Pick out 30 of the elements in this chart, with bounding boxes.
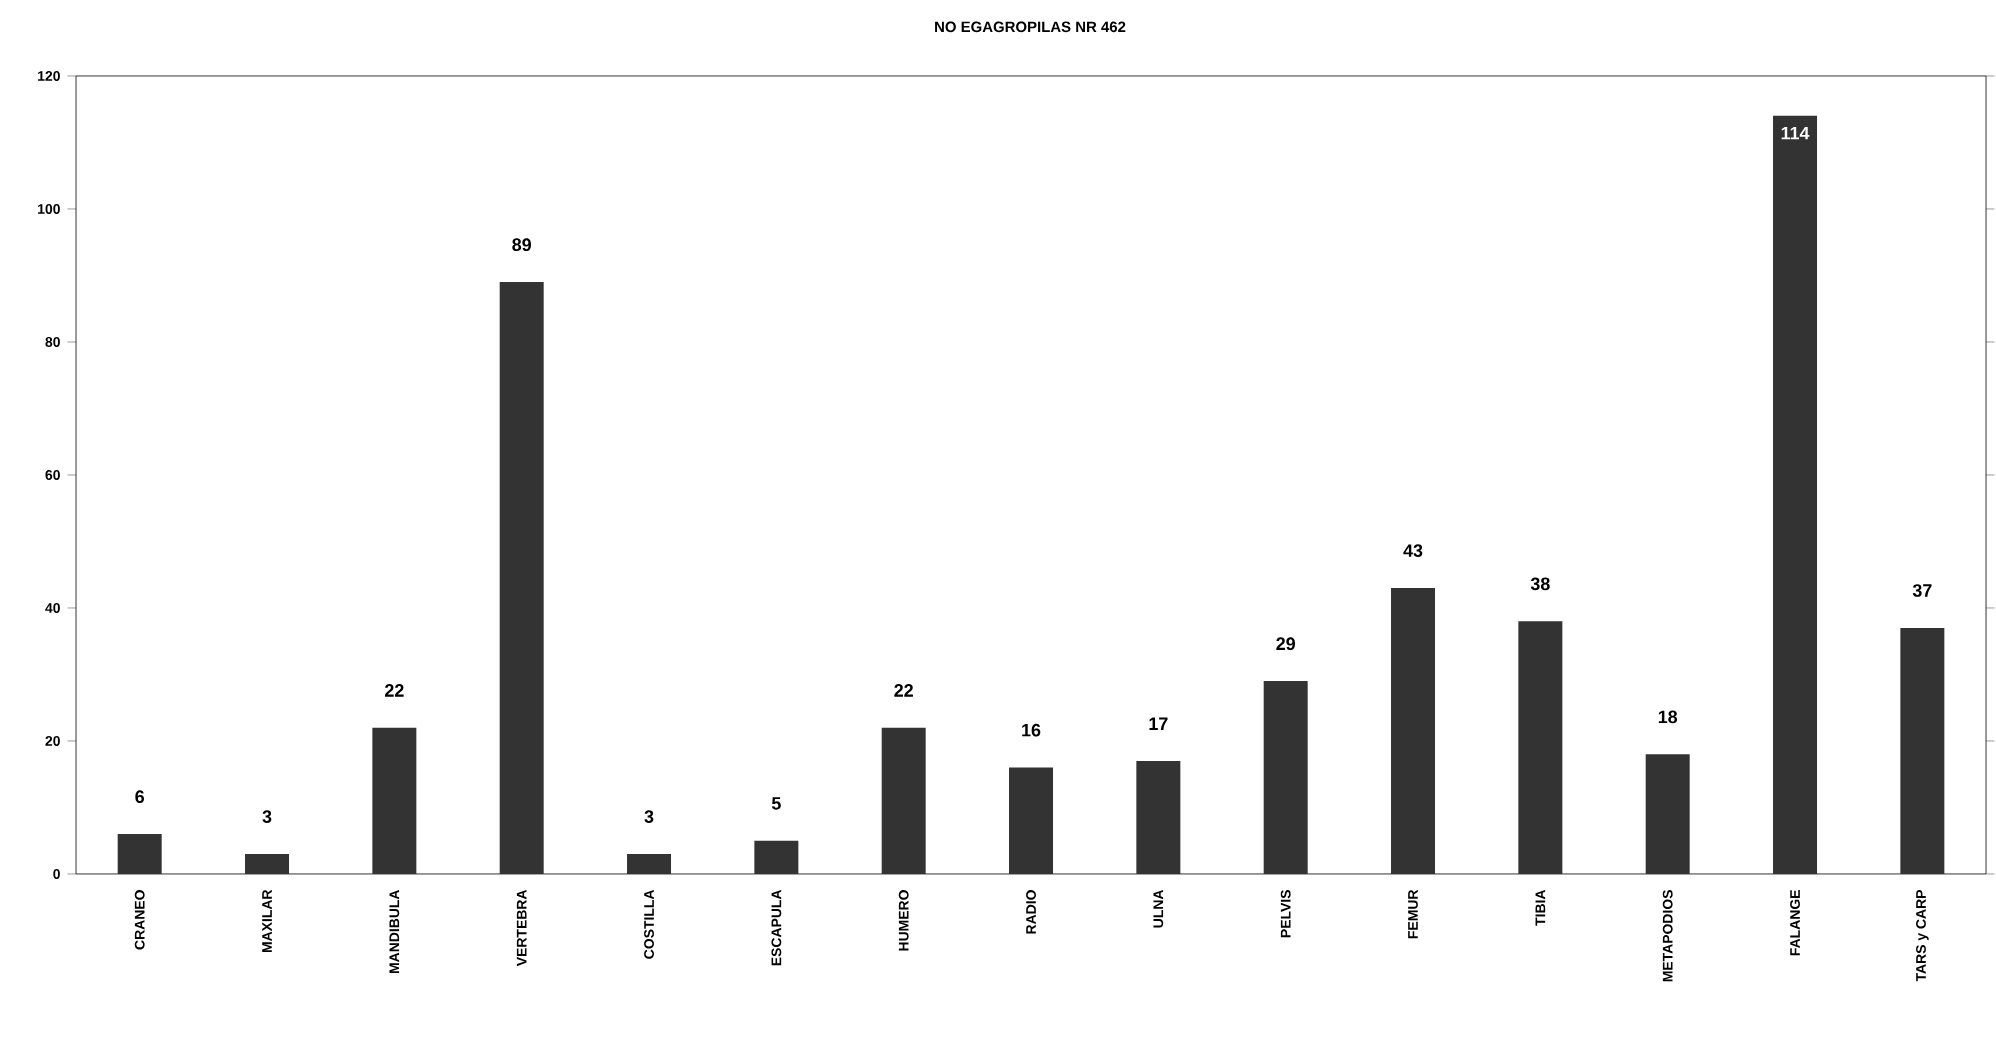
data-label: 3 <box>262 810 272 823</box>
bar <box>1518 621 1563 874</box>
bar <box>117 834 162 874</box>
data-label: 16 <box>1022 723 1041 737</box>
data-label: 89 <box>512 238 531 252</box>
data-label: 17 <box>1149 717 1168 730</box>
data-label: 5 <box>771 797 781 810</box>
bar <box>1263 681 1308 874</box>
data-label: 3 <box>644 810 654 823</box>
data-label: 37 <box>1912 584 1932 597</box>
bar <box>245 854 290 874</box>
bar <box>1391 588 1436 874</box>
bar <box>627 854 672 874</box>
bar <box>881 727 926 874</box>
data-label: 6 <box>135 790 145 804</box>
bar <box>1900 627 1945 874</box>
bar <box>1009 767 1054 874</box>
bar <box>1645 754 1690 874</box>
data-label: 18 <box>1658 710 1678 724</box>
bar <box>754 840 799 874</box>
data-label: 114 <box>1781 126 1810 140</box>
data-label: 22 <box>385 684 404 697</box>
bar <box>372 727 417 874</box>
data-label: 29 <box>1276 637 1295 651</box>
bar <box>1773 115 1818 874</box>
data-label: 38 <box>1530 577 1550 591</box>
bar <box>1136 760 1181 874</box>
data-label: 22 <box>894 684 913 697</box>
bar <box>499 282 544 874</box>
data-label: 43 <box>1403 544 1423 557</box>
